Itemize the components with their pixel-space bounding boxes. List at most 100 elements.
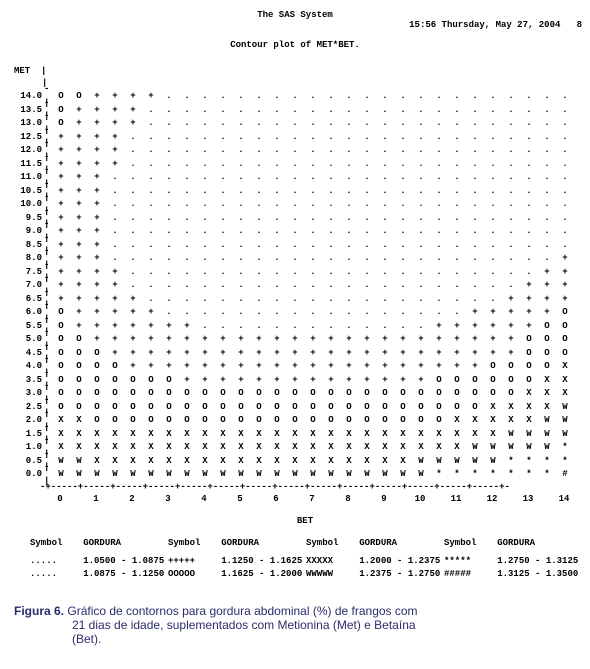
plot-cell: . <box>124 144 142 158</box>
plot-cell: . <box>160 279 178 293</box>
plot-cell: . <box>340 90 358 104</box>
plot-cell: . <box>412 144 430 158</box>
plot-cell: . <box>520 225 538 239</box>
plot-row: 6.5-|+++++....................++++ <box>12 293 582 307</box>
plot-cell: . <box>538 198 556 212</box>
plot-cell: + <box>124 347 142 361</box>
plot-cell: X <box>88 455 106 469</box>
x-tick: 7 <box>294 494 330 504</box>
plot-cell: X <box>196 455 214 469</box>
plot-cell: . <box>394 171 412 185</box>
plot-cell: O <box>430 401 448 415</box>
plot-cell: . <box>286 185 304 199</box>
plot-cell: . <box>106 185 124 199</box>
plot-cell: . <box>412 239 430 253</box>
plot-cell: . <box>358 225 376 239</box>
plot-cell: . <box>430 266 448 280</box>
plot-cell: + <box>466 347 484 361</box>
plot-cell: O <box>322 401 340 415</box>
plot-cell: X <box>376 428 394 442</box>
plot-cell: . <box>178 171 196 185</box>
plot-cell: . <box>466 171 484 185</box>
plot-cell: O <box>358 414 376 428</box>
plot-row: 3.0-|OOOOOOOOOOOOOOOOOOOOOOOOOOXXX <box>12 387 582 401</box>
plot-cell: . <box>268 131 286 145</box>
legend-header: SymbolGORDURASymbolGORDURASymbolGORDURAS… <box>30 538 582 548</box>
plot-cell: + <box>70 131 88 145</box>
plot-cell: . <box>412 293 430 307</box>
plot-cell: + <box>52 131 70 145</box>
plot-cell: . <box>448 225 466 239</box>
plot-cell: X <box>520 401 538 415</box>
plot-cell: . <box>160 117 178 131</box>
plot-cell: . <box>250 144 268 158</box>
plot-cell: W <box>538 428 556 442</box>
plot-cell: . <box>304 266 322 280</box>
plot-cell: . <box>214 293 232 307</box>
plot-cell: . <box>520 90 538 104</box>
plot-cell: + <box>358 333 376 347</box>
plot-cell: + <box>358 347 376 361</box>
plot-cell: . <box>394 198 412 212</box>
x-tick: 2 <box>114 494 150 504</box>
x-tick: 11 <box>438 494 474 504</box>
plot-cell: . <box>196 279 214 293</box>
plot-cells: ++++......................... <box>52 131 574 145</box>
y-tick: 11.5 <box>12 158 44 172</box>
plot-cell: O <box>232 414 250 428</box>
plot-cell: X <box>322 441 340 455</box>
plot-cell: . <box>232 185 250 199</box>
plot-cells: OOOOOOOOOOOOOOOOOOOOOOOOXXXXW <box>52 401 574 415</box>
plot-cell: . <box>448 239 466 253</box>
plot-cell: . <box>430 225 448 239</box>
plot-cell: O <box>502 387 520 401</box>
plot-cell: . <box>340 117 358 131</box>
plot-cell: X <box>448 414 466 428</box>
plot-cell: . <box>556 117 574 131</box>
plot-cell: . <box>268 266 286 280</box>
plot-cell: . <box>340 198 358 212</box>
plot-cell: + <box>70 212 88 226</box>
plot-cell: W <box>538 441 556 455</box>
plot-cell: . <box>556 225 574 239</box>
plot-cell: W <box>466 455 484 469</box>
plot-cell: W <box>286 468 304 482</box>
plot-cell: . <box>538 144 556 158</box>
plot-cell: + <box>106 333 124 347</box>
plot-cell: . <box>322 293 340 307</box>
plot-cell: X <box>250 441 268 455</box>
plot-cells: O+++++++.............++++++OO <box>52 320 574 334</box>
legend-range: 1.0500 - 1.0875 <box>83 556 168 569</box>
plot-cell: + <box>232 360 250 374</box>
plot-cell: O <box>232 401 250 415</box>
plot-row: 2.0-|XXOOOOOOOOOOOOOOOOOOOOXXXXXWW <box>12 414 582 428</box>
plot-cell: . <box>124 171 142 185</box>
plot-cell: W <box>70 468 88 482</box>
plot-cell: . <box>412 185 430 199</box>
legend-row: .....1.0875 - 1.1250OOOOO1.1625 - 1.2000… <box>30 569 582 582</box>
plot-cell: X <box>106 441 124 455</box>
plot-cell: O <box>88 374 106 388</box>
plot-cell: + <box>106 266 124 280</box>
plot-cell: + <box>52 239 70 253</box>
legend-col-symbol-header: Symbol <box>306 538 359 548</box>
plot-cell: . <box>538 252 556 266</box>
plot-cell: + <box>412 374 430 388</box>
y-tick: 8.0 <box>12 252 44 266</box>
plot-cell: O <box>124 374 142 388</box>
plot-cell: O <box>250 401 268 415</box>
plot-cell: + <box>340 374 358 388</box>
plot-cell: . <box>376 225 394 239</box>
plot-cell: . <box>484 104 502 118</box>
plot-cell: . <box>106 252 124 266</box>
plot-cell: + <box>538 306 556 320</box>
plot-cell: . <box>196 212 214 226</box>
plot-cells: O++++........................ <box>52 117 574 131</box>
plot-cell: * <box>466 468 484 482</box>
plot-cell: . <box>196 131 214 145</box>
plot-cell: O <box>448 387 466 401</box>
plot-cell: O <box>124 401 142 415</box>
y-tick: 0.0 <box>12 468 44 482</box>
plot-cell: O <box>142 387 160 401</box>
plot-cell: O <box>286 401 304 415</box>
